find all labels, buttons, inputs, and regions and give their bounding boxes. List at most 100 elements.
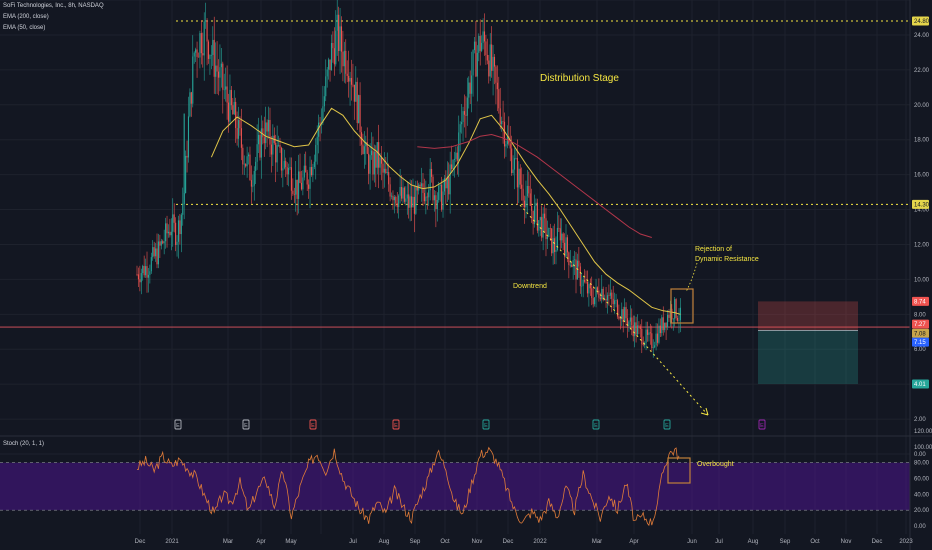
candle-body bbox=[558, 227, 560, 229]
candle-body bbox=[538, 220, 540, 231]
candle-body bbox=[166, 223, 168, 234]
stoch-tick-label: 40.00 bbox=[914, 492, 930, 498]
candle-body bbox=[170, 231, 172, 236]
candle-body bbox=[298, 171, 300, 199]
candle-body bbox=[332, 42, 334, 49]
candle-body bbox=[167, 231, 170, 234]
candle-body bbox=[359, 95, 361, 133]
price-badge[interactable] bbox=[912, 296, 929, 306]
candle-body bbox=[193, 52, 195, 57]
price-badge[interactable] bbox=[912, 16, 929, 26]
earnings-marker[interactable] bbox=[758, 419, 766, 430]
candle-body bbox=[481, 42, 483, 51]
candle-body bbox=[278, 144, 280, 146]
candle-body bbox=[525, 196, 527, 208]
time-tick-label: Sep bbox=[410, 539, 421, 545]
candle-body bbox=[656, 333, 659, 343]
candle-body bbox=[612, 298, 614, 305]
price-badge[interactable] bbox=[912, 319, 929, 329]
candle-body bbox=[395, 197, 397, 204]
candle-body bbox=[365, 142, 367, 147]
candle-body bbox=[548, 228, 550, 237]
ema50-legend[interactable]: EMA (50, close) bbox=[3, 25, 46, 31]
candle-body bbox=[389, 184, 391, 197]
earnings-marker-label: E bbox=[244, 423, 248, 429]
earnings-marker[interactable] bbox=[174, 419, 182, 430]
candle-body bbox=[564, 242, 566, 257]
candle-body bbox=[177, 220, 180, 242]
candle-body bbox=[542, 213, 544, 238]
candle-body bbox=[137, 274, 139, 280]
candle-body bbox=[328, 59, 330, 70]
earnings-marker[interactable] bbox=[663, 419, 671, 430]
candle-body bbox=[421, 183, 423, 187]
candle-body bbox=[203, 21, 205, 56]
candle-body bbox=[355, 81, 357, 102]
candle-body bbox=[533, 206, 536, 225]
candle-body bbox=[227, 102, 230, 122]
price-badge[interactable] bbox=[912, 379, 929, 389]
candle-body bbox=[403, 187, 405, 202]
candle-body bbox=[479, 35, 481, 51]
ema200-legend[interactable]: EMA (200, close) bbox=[3, 14, 49, 20]
candle-body bbox=[165, 223, 167, 242]
candle-body bbox=[509, 143, 511, 149]
rejection-label-line1: Rejection of bbox=[695, 246, 732, 253]
price-tick-label: 2.00 bbox=[914, 417, 926, 423]
candle-body bbox=[452, 159, 454, 169]
candle-body bbox=[269, 119, 271, 145]
candle-body bbox=[279, 144, 281, 148]
candle-body bbox=[358, 95, 360, 123]
candle-body bbox=[383, 168, 385, 173]
price-axis[interactable]: 0.002.004.006.008.0010.0012.0014.0016.00… bbox=[909, 0, 932, 550]
candle-body bbox=[462, 111, 464, 123]
stoch-legend[interactable]: Stoch (20, 1, 1) bbox=[3, 441, 45, 447]
stoch-tick-label: 0.00 bbox=[914, 524, 926, 530]
downtrend-arrow-line bbox=[519, 204, 709, 416]
candle-body bbox=[236, 128, 238, 139]
candle-body bbox=[405, 198, 407, 202]
position-box[interactable] bbox=[758, 301, 858, 384]
time-tick-label: Apr bbox=[256, 539, 265, 545]
price-badge[interactable] bbox=[912, 199, 929, 209]
time-tick-label: May bbox=[285, 539, 296, 545]
candle-body bbox=[472, 50, 474, 76]
price-badge[interactable] bbox=[912, 337, 929, 347]
earnings-marker[interactable] bbox=[592, 419, 600, 430]
candle-body bbox=[235, 101, 237, 129]
candle-body bbox=[299, 171, 301, 183]
candle-body bbox=[449, 164, 451, 195]
candle-body bbox=[323, 96, 325, 107]
price-badge[interactable] bbox=[912, 328, 929, 338]
candle-body bbox=[263, 137, 265, 144]
position-stop-zone[interactable] bbox=[758, 330, 858, 384]
rejection-box bbox=[670, 288, 694, 324]
candle-body bbox=[451, 164, 453, 169]
time-tick-label: Mar bbox=[592, 539, 602, 545]
earnings-marker[interactable] bbox=[309, 419, 317, 430]
candle-body bbox=[172, 214, 174, 232]
stoch-tick-label: 120.00 bbox=[914, 429, 932, 435]
candle-body bbox=[173, 214, 175, 223]
candle-body bbox=[259, 134, 261, 158]
candle-body bbox=[559, 228, 561, 241]
candle-body bbox=[200, 33, 202, 54]
candle-body bbox=[213, 39, 215, 77]
candle-body bbox=[618, 316, 620, 319]
candle-body bbox=[206, 20, 208, 42]
candle-body bbox=[412, 196, 414, 208]
candle-body bbox=[478, 35, 480, 53]
ema-series bbox=[210, 107, 681, 315]
position-target-zone[interactable] bbox=[758, 301, 858, 331]
symbol-title: SoFi Technologies, Inc., 8h, NASDAQ bbox=[3, 3, 104, 9]
earnings-marker[interactable] bbox=[242, 419, 250, 430]
candle-body bbox=[446, 176, 448, 189]
earnings-marker[interactable] bbox=[392, 419, 400, 430]
candle-body bbox=[433, 195, 435, 201]
candle-body bbox=[579, 266, 581, 287]
candle-body bbox=[380, 157, 383, 164]
candle-body bbox=[671, 308, 673, 320]
candle-body bbox=[568, 252, 570, 266]
time-axis[interactable]: Dec 2021 Mar Apr May Jul Aug Sep Oct Nov Dec 2022 Ma… bbox=[135, 539, 914, 545]
earnings-marker[interactable] bbox=[482, 419, 490, 430]
